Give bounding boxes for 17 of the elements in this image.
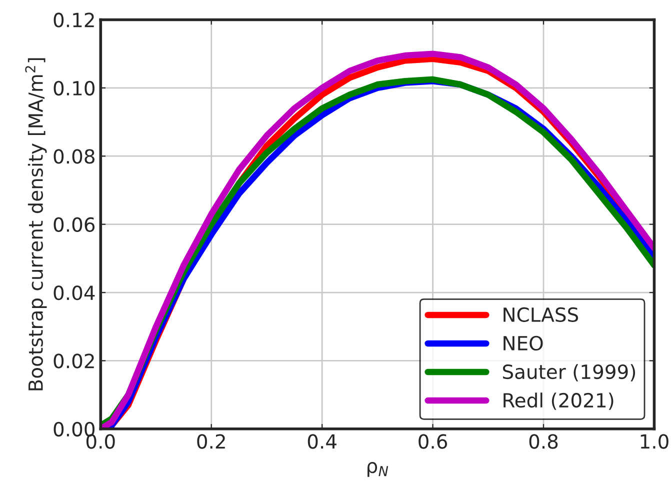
- x-axis-title: ρ$_{N}$: [368, 462, 388, 477]
- legend-label: Redl (2021): [504, 392, 614, 410]
- x-tick-label: 0.8: [529, 434, 558, 449]
- x-tick-label: 0.4: [308, 434, 336, 449]
- y-tick-label: 0.02: [54, 354, 94, 368]
- y-tick-label: 0.08: [54, 149, 94, 164]
- legend-label: Sauter (1999): [503, 364, 636, 382]
- legend-label: NCLASS: [504, 307, 578, 322]
- legend-label: NEO: [504, 336, 543, 351]
- x-tick-label: 1.0: [640, 434, 668, 449]
- x-tick-label: 0.6: [418, 434, 448, 449]
- x-tick-label: 0.2: [197, 434, 225, 449]
- y-tick-label: 0.12: [54, 12, 94, 28]
- y-tick-label: 0.06: [54, 217, 95, 232]
- y-axis-title: Bootstrap current density [MA/m$^{2}$]: [25, 58, 47, 390]
- y-tick-label: 0.04: [54, 285, 95, 300]
- y-tick-label: 0.10: [54, 80, 94, 96]
